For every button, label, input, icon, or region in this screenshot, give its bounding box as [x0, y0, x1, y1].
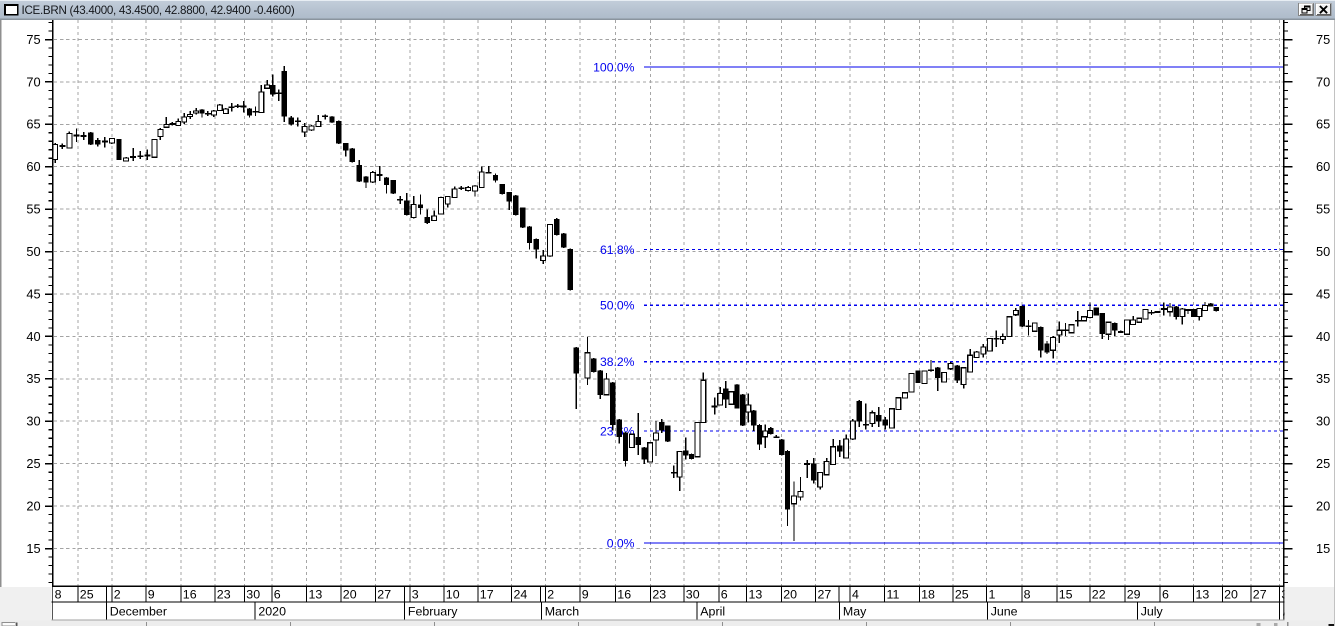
svg-text:20: 20	[26, 499, 40, 514]
svg-text:2: 2	[114, 588, 121, 602]
svg-text:6: 6	[721, 588, 728, 602]
svg-text:24: 24	[514, 588, 528, 602]
svg-text:20: 20	[1224, 588, 1238, 602]
svg-text:December: December	[110, 604, 167, 618]
svg-text:50.0%: 50.0%	[600, 299, 635, 313]
svg-text:ICE.BRN (43.4000, 43.4500, 42.: ICE.BRN (43.4000, 43.4500, 42.8800, 42.9…	[22, 4, 295, 17]
svg-text:30: 30	[26, 414, 40, 429]
svg-text:65: 65	[26, 117, 40, 132]
svg-text:6: 6	[274, 588, 281, 602]
svg-text:2020: 2020	[258, 604, 286, 618]
svg-text:15: 15	[1059, 588, 1073, 602]
svg-text:11: 11	[887, 588, 900, 602]
svg-text:17: 17	[480, 588, 494, 602]
svg-text:55: 55	[1316, 202, 1330, 217]
svg-text:60: 60	[1316, 159, 1330, 174]
svg-text:27: 27	[377, 588, 391, 602]
svg-text:27: 27	[818, 588, 832, 602]
svg-text:20: 20	[343, 588, 357, 602]
svg-text:13: 13	[1196, 588, 1210, 602]
svg-text:2: 2	[547, 588, 554, 602]
svg-text:9: 9	[582, 588, 589, 602]
svg-text:70: 70	[26, 74, 40, 89]
svg-text:30: 30	[246, 588, 260, 602]
svg-text:1: 1	[989, 588, 996, 602]
svg-text:16: 16	[617, 588, 631, 602]
svg-text:35: 35	[1316, 371, 1330, 386]
svg-text:40: 40	[26, 329, 40, 344]
svg-text:75: 75	[1316, 32, 1330, 47]
svg-text:July: July	[1141, 604, 1164, 618]
svg-text:25: 25	[955, 588, 969, 602]
svg-text:25: 25	[80, 588, 94, 602]
svg-text:30: 30	[686, 588, 700, 602]
svg-text:50: 50	[1316, 244, 1330, 259]
svg-text:15: 15	[1316, 541, 1330, 556]
svg-text:6: 6	[1162, 588, 1169, 602]
svg-text:40: 40	[1316, 329, 1330, 344]
svg-text:45: 45	[26, 286, 40, 301]
svg-text:13: 13	[309, 588, 323, 602]
svg-text:75: 75	[26, 32, 40, 47]
svg-text:23: 23	[217, 588, 231, 602]
svg-text:February: February	[408, 604, 458, 618]
svg-text:15: 15	[26, 541, 40, 556]
svg-text:45: 45	[1316, 286, 1330, 301]
svg-text:June: June	[991, 604, 1018, 618]
svg-text:4: 4	[852, 588, 859, 602]
svg-text:35: 35	[26, 371, 40, 386]
svg-text:100.0%: 100.0%	[593, 60, 634, 74]
svg-text:70: 70	[1316, 74, 1330, 89]
svg-text:9: 9	[148, 588, 155, 602]
svg-text:60: 60	[26, 159, 40, 174]
svg-text:10: 10	[446, 588, 460, 602]
svg-text:May: May	[843, 604, 867, 618]
svg-text:55: 55	[26, 202, 40, 217]
svg-text:30: 30	[1316, 414, 1330, 429]
svg-text:April: April	[700, 604, 725, 618]
svg-text:20: 20	[783, 588, 797, 602]
svg-text:25: 25	[1316, 456, 1330, 471]
svg-text:27: 27	[1253, 588, 1267, 602]
svg-text:22: 22	[1092, 588, 1106, 602]
svg-text:0.0%: 0.0%	[607, 536, 635, 550]
svg-text:50: 50	[26, 244, 40, 259]
svg-text:25: 25	[26, 456, 40, 471]
svg-text:61.8%: 61.8%	[600, 243, 635, 257]
svg-text:20: 20	[1316, 499, 1330, 514]
svg-text:13: 13	[749, 588, 763, 602]
svg-text:March: March	[545, 604, 580, 618]
svg-text:23: 23	[652, 588, 666, 602]
svg-text:8: 8	[55, 588, 62, 602]
svg-text:3: 3	[412, 588, 419, 602]
svg-text:18: 18	[921, 588, 935, 602]
svg-text:65: 65	[1316, 117, 1330, 132]
svg-text:8: 8	[1024, 588, 1031, 602]
svg-text:29: 29	[1127, 588, 1141, 602]
svg-text:16: 16	[183, 588, 197, 602]
svg-text:38.2%: 38.2%	[600, 355, 635, 369]
